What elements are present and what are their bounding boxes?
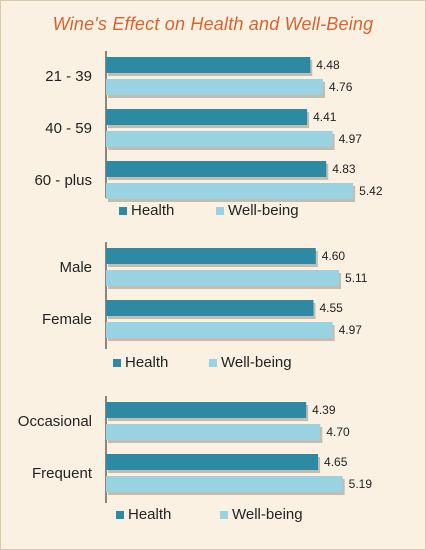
wellbeing-bar bbox=[106, 424, 321, 440]
legend-health-label: Health bbox=[128, 506, 171, 523]
category-label: 21 - 39 bbox=[45, 68, 92, 85]
health-bar bbox=[106, 248, 316, 264]
wellbeing-bar bbox=[106, 183, 354, 199]
value-label: 4.70 bbox=[326, 425, 350, 439]
legend-wellbeing-label: Well-being bbox=[232, 506, 303, 523]
legend-wellbeing-label: Well-being bbox=[228, 202, 299, 219]
value-label: 4.55 bbox=[319, 301, 343, 315]
category-label: Occasional bbox=[18, 413, 92, 430]
wellbeing-bar bbox=[106, 79, 324, 95]
value-label: 5.19 bbox=[349, 477, 373, 491]
legend-wellbeing-label: Well-being bbox=[221, 354, 292, 371]
legend-health-label: Health bbox=[125, 354, 168, 371]
value-label: 4.60 bbox=[322, 249, 346, 263]
legend-health-label: Health bbox=[131, 202, 174, 219]
value-label: 4.83 bbox=[332, 162, 356, 176]
wellbeing-bar bbox=[106, 476, 343, 492]
value-label: 4.48 bbox=[316, 58, 340, 72]
category-label: 60 - plus bbox=[34, 172, 92, 189]
value-label: 4.97 bbox=[339, 132, 363, 146]
wellbeing-bar bbox=[106, 131, 333, 147]
health-bar bbox=[106, 109, 308, 125]
value-label: 4.65 bbox=[324, 455, 348, 469]
legend-health-swatch bbox=[119, 207, 127, 215]
health-bar bbox=[106, 57, 311, 73]
legend-wellbeing-swatch bbox=[209, 359, 217, 367]
chart-title: Wine's Effect on Health and Well-Being bbox=[52, 14, 374, 34]
category-label: Male bbox=[59, 259, 92, 276]
category-label: 40 - 59 bbox=[45, 120, 92, 137]
value-label: 4.97 bbox=[339, 323, 363, 337]
legend-wellbeing-swatch bbox=[216, 207, 224, 215]
health-bar bbox=[106, 300, 314, 316]
health-bar bbox=[106, 454, 319, 470]
value-label: 4.76 bbox=[329, 80, 353, 94]
wellbeing-bar bbox=[106, 270, 340, 286]
value-label: 4.41 bbox=[313, 110, 337, 124]
value-label: 4.39 bbox=[312, 403, 336, 417]
wellbeing-bar bbox=[106, 322, 333, 338]
value-label: 5.11 bbox=[345, 271, 368, 285]
legend-health-swatch bbox=[116, 511, 124, 519]
category-label: Frequent bbox=[32, 465, 93, 482]
health-bar bbox=[106, 402, 307, 418]
legend-health-swatch bbox=[113, 359, 121, 367]
health-bar bbox=[106, 161, 327, 177]
value-label: 5.42 bbox=[359, 184, 383, 198]
legend-wellbeing-swatch bbox=[220, 511, 228, 519]
category-label: Female bbox=[42, 311, 92, 328]
